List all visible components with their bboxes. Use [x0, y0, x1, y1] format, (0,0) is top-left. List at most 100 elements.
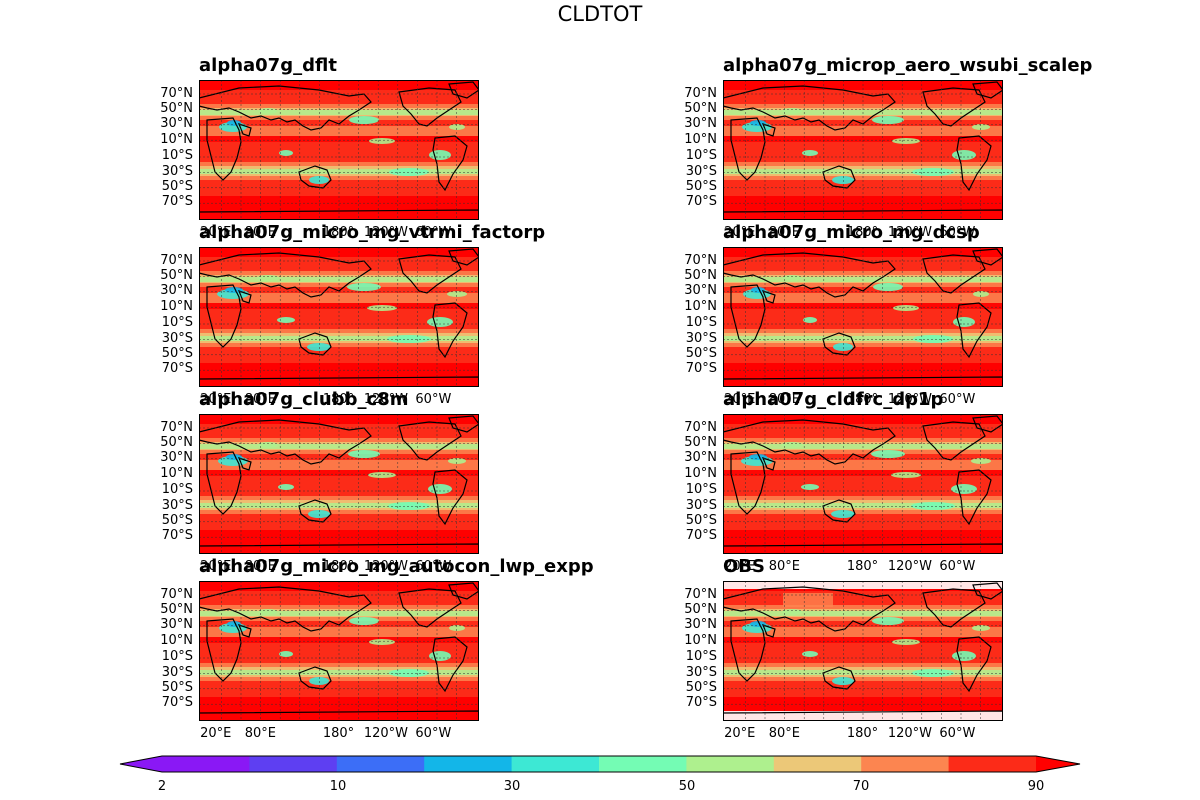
lat-tick-label: 70°N [160, 85, 193, 101]
lon-tick-label: 120°W [363, 559, 409, 574]
map-panel-7 [199, 581, 479, 721]
lat-tick-label: 10°N [684, 298, 717, 314]
lon-tick-label: 120°W [887, 225, 933, 240]
panel-title: alpha07g_clubb_c8m [199, 389, 409, 410]
lat-tick-label: 10°N [160, 632, 193, 648]
colorbar-tick-label: 2 [157, 779, 167, 794]
lat-tick-label: 10°S [161, 482, 193, 498]
lon-tick-label: 20°E [724, 726, 756, 741]
lat-tick-label: 10°S [161, 315, 193, 331]
lon-tick-label: 180° [322, 559, 355, 574]
map-panel-1 [199, 80, 479, 220]
lon-tick-label: 80°E [244, 392, 277, 407]
lon-tick-label: 60°W [415, 225, 452, 240]
lat-tick-label: 30°S [161, 163, 193, 179]
lon-tick-label: 180° [846, 559, 879, 574]
lat-tick-label: 50°S [685, 346, 717, 362]
lat-tick-label: 10°N [160, 131, 193, 147]
lon-tick-label: 120°W [887, 726, 933, 741]
lon-tick-label: 180° [322, 726, 355, 741]
colorbar-bin [162, 756, 250, 772]
lon-tick-label: 80°E [768, 392, 801, 407]
lat-tick-label: 10°N [160, 465, 193, 481]
lat-tick-label: 50°N [684, 101, 717, 117]
lat-tick-label: 10°N [684, 465, 717, 481]
colorbar-bin [424, 756, 513, 772]
lat-tick-label: 70°N [684, 586, 717, 602]
lon-tick-label: 180° [322, 225, 355, 240]
lat-tick-label: 70°N [684, 419, 717, 435]
lon-tick-label: 180° [846, 392, 879, 407]
lat-tick-label: 30°N [684, 617, 717, 633]
lat-tick-label: 50°N [684, 435, 717, 451]
lat-tick-label: 30°S [161, 497, 193, 513]
lat-tick-label: 30°N [160, 283, 193, 299]
lon-tick-label: 60°W [939, 559, 976, 574]
panel-title: OBS [723, 556, 765, 577]
lat-tick-label: 30°N [684, 283, 717, 299]
lon-tick-label: 60°W [939, 726, 976, 741]
lat-tick-label: 30°N [160, 116, 193, 132]
lon-tick-label: 20°E [200, 392, 232, 407]
lon-tick-label: 20°E [724, 559, 756, 574]
colorbar-bin [599, 756, 687, 772]
lon-tick-label: 180° [846, 225, 879, 240]
lon-tick-label: 80°E [768, 559, 801, 574]
lat-tick-label: 10°N [160, 298, 193, 314]
lat-tick-label: 10°S [685, 482, 717, 498]
lat-tick-label: 70°N [160, 252, 193, 268]
colorbar-tick-label: 50 [678, 779, 696, 794]
lon-tick-label: 120°W [887, 392, 933, 407]
panel-title: alpha07g_micro_mg_dcsp [723, 222, 980, 243]
lon-tick-label: 20°E [724, 392, 756, 407]
lat-tick-label: 70°S [685, 194, 717, 210]
colorbar-bin [773, 756, 862, 772]
lat-tick-label: 70°N [684, 85, 717, 101]
lon-tick-label: 20°E [200, 726, 232, 741]
lat-tick-label: 70°N [684, 252, 717, 268]
figure-title: CLDTOT [557, 2, 643, 26]
lon-tick-label: 120°W [887, 559, 933, 574]
lon-tick-label: 60°W [939, 225, 976, 240]
colorbar-bin [861, 756, 950, 772]
lon-tick-label: 120°W [363, 726, 409, 741]
lat-tick-label: 50°N [684, 268, 717, 284]
lat-tick-label: 50°N [160, 101, 193, 117]
colorbar-tick-label: 90 [1027, 779, 1045, 794]
lat-tick-label: 70°S [685, 361, 717, 377]
lat-tick-label: 30°N [684, 116, 717, 132]
lon-tick-label: 60°W [415, 726, 452, 741]
lat-tick-label: 30°S [161, 330, 193, 346]
lat-tick-label: 70°S [685, 528, 717, 544]
lat-tick-label: 50°S [161, 680, 193, 696]
lat-tick-label: 50°N [160, 268, 193, 284]
lon-tick-label: 80°E [244, 225, 277, 240]
colorbar-extend-min [120, 756, 162, 772]
lon-tick-label: 20°E [200, 225, 232, 240]
lat-tick-label: 10°S [685, 148, 717, 164]
lat-tick-label: 50°N [160, 435, 193, 451]
lat-tick-label: 70°S [161, 361, 193, 377]
lat-tick-label: 50°S [161, 346, 193, 362]
colorbar-bin [686, 756, 775, 772]
lon-tick-label: 60°W [415, 559, 452, 574]
map-panel-8 [723, 581, 1003, 721]
lon-tick-label: 60°W [939, 392, 976, 407]
lon-tick-label: 60°W [415, 392, 452, 407]
colorbar-tick-label: 10 [329, 779, 347, 794]
lat-tick-label: 70°N [160, 586, 193, 602]
lat-tick-label: 10°S [685, 315, 717, 331]
map-panel-3 [199, 247, 479, 387]
colorbar-bin [249, 756, 338, 772]
lat-tick-label: 30°S [685, 330, 717, 346]
lat-tick-label: 70°S [161, 528, 193, 544]
lat-tick-label: 50°S [161, 513, 193, 529]
colorbar-tick-label: 30 [503, 779, 521, 794]
lon-tick-label: 80°E [768, 726, 801, 741]
lat-tick-label: 50°N [160, 602, 193, 618]
colorbar-bin [511, 756, 600, 772]
lat-tick-label: 30°S [161, 664, 193, 680]
lat-tick-label: 70°S [161, 695, 193, 711]
panel-title: alpha07g_cldfrc_dp1p [723, 389, 944, 410]
colorbar-svg [119, 755, 1081, 773]
